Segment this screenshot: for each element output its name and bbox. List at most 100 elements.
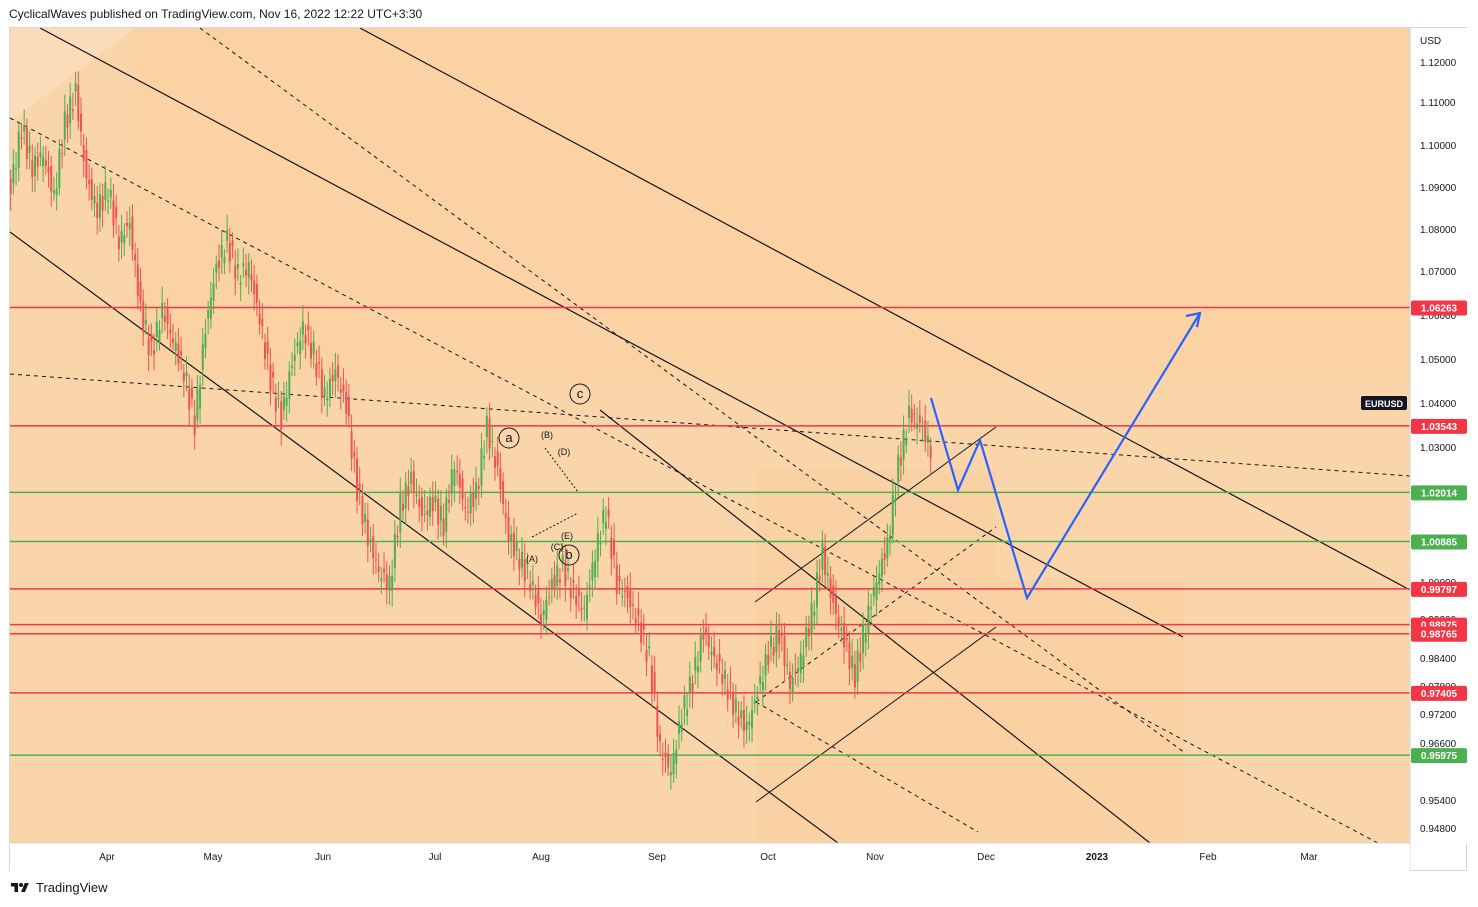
candle-body[interactable] [667,753,670,768]
candle-body[interactable] [475,482,478,499]
candle-body[interactable] [669,771,672,776]
candle-body[interactable] [193,415,196,436]
candle-body[interactable] [331,374,334,382]
candle-body[interactable] [648,646,651,649]
candle-body[interactable] [464,507,467,509]
candle-body[interactable] [653,672,656,694]
candle-body[interactable] [131,216,134,250]
candle-body[interactable] [71,109,74,112]
candle-body[interactable] [872,587,875,597]
candle-body[interactable] [715,662,718,670]
candle-body[interactable] [453,469,456,486]
candle-body[interactable] [718,654,721,662]
candle-body[interactable] [908,405,910,419]
candle-body[interactable] [312,341,315,355]
candle-body[interactable] [526,562,529,564]
candle-body[interactable] [126,222,128,227]
candle-body[interactable] [98,194,101,219]
candle-body[interactable] [345,391,348,414]
candle-body[interactable] [12,164,15,184]
candle-body[interactable] [404,482,407,509]
candle-body[interactable] [902,429,905,460]
candle-body[interactable] [905,438,908,445]
candle-body[interactable] [215,263,218,273]
candle-body[interactable] [875,581,878,601]
candle-body[interactable] [594,560,597,578]
candle-body[interactable] [529,584,532,592]
candle-body[interactable] [277,397,280,400]
candle-body[interactable] [623,590,626,592]
candle-body[interactable] [358,483,361,489]
candle-body[interactable] [894,498,897,502]
candle-body[interactable] [199,384,202,409]
candle-body[interactable] [144,320,147,325]
candle-body[interactable] [488,418,491,449]
candle-body[interactable] [737,716,740,726]
candle-body[interactable] [640,622,643,643]
candle-body[interactable] [564,560,567,586]
candle-body[interactable] [31,160,34,178]
candle-body[interactable] [926,435,929,443]
candle-body[interactable] [418,499,421,507]
candle-body[interactable] [101,196,104,211]
candle-body[interactable] [816,572,818,608]
candle-body[interactable] [153,350,156,354]
candle-body[interactable] [759,676,762,684]
candle-body[interactable] [634,618,637,624]
candle-body[interactable] [502,481,505,505]
candle-body[interactable] [772,646,775,656]
candle-body[interactable] [274,398,277,412]
candle-body[interactable] [921,426,924,428]
candle-body[interactable] [810,603,813,635]
candle-body[interactable] [764,653,767,676]
candle-body[interactable] [315,363,318,377]
candle-body[interactable] [326,397,329,401]
candle-body[interactable] [420,497,423,516]
candle-body[interactable] [672,752,675,775]
candle-body[interactable] [196,389,199,420]
candle-body[interactable] [702,634,705,640]
candle-body[interactable] [190,387,193,399]
candle-body[interactable] [802,655,805,667]
candle-body[interactable] [218,260,220,268]
candle-body[interactable] [212,283,215,301]
candle-body[interactable] [4,190,6,193]
candle-body[interactable] [561,555,564,562]
candle-body[interactable] [742,709,745,732]
candle-body[interactable] [361,496,364,524]
candle-body[interactable] [410,471,413,485]
candle-body[interactable] [610,537,613,559]
candle-body[interactable] [366,519,369,546]
candle-body[interactable] [399,493,402,533]
candle-body[interactable] [66,114,69,128]
candle-body[interactable] [104,181,107,200]
candle-body[interactable] [696,666,699,673]
candle-body[interactable] [642,624,645,630]
candle-body[interactable] [134,254,137,261]
candle-body[interactable] [388,575,391,591]
candle-body[interactable] [245,269,248,276]
candle-body[interactable] [629,588,632,607]
candle-body[interactable] [485,416,488,437]
candle-body[interactable] [512,532,515,557]
candle-body[interactable] [567,568,570,571]
candle-body[interactable] [20,137,23,140]
candle-body[interactable] [783,636,786,667]
candle-body[interactable] [139,281,142,302]
candle-body[interactable] [748,721,751,726]
candle-body[interactable] [253,280,256,295]
candle-body[interactable] [318,361,321,364]
candle-body[interactable] [661,758,664,761]
candle-body[interactable] [599,543,602,545]
candle-body[interactable] [234,265,237,279]
candle-body[interactable] [556,565,559,586]
candle-body[interactable] [42,156,45,167]
candle-body[interactable] [201,343,204,370]
candle-body[interactable] [824,546,827,576]
candle-body[interactable] [369,539,372,541]
candle-body[interactable] [726,689,729,700]
candle-body[interactable] [705,627,708,635]
candle-body[interactable] [264,342,266,360]
candle-body[interactable] [296,342,299,347]
candle-body[interactable] [864,633,867,643]
